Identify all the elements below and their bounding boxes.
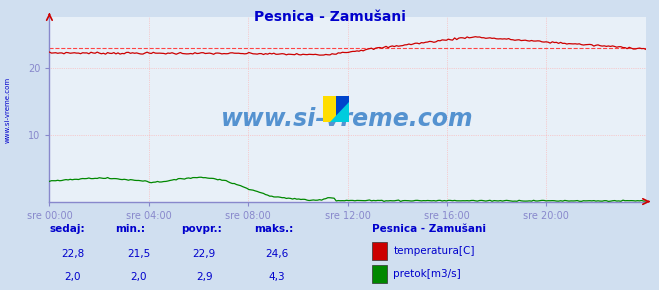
- Text: pretok[m3/s]: pretok[m3/s]: [393, 269, 461, 279]
- Text: povpr.:: povpr.:: [181, 224, 222, 234]
- Text: 2,0: 2,0: [64, 272, 81, 282]
- Text: 4,3: 4,3: [268, 272, 285, 282]
- Text: 22,9: 22,9: [192, 249, 216, 259]
- Text: 21,5: 21,5: [127, 249, 150, 259]
- Text: sedaj:: sedaj:: [49, 224, 85, 234]
- Text: temperatura[C]: temperatura[C]: [393, 246, 475, 256]
- Bar: [336, 96, 349, 122]
- Text: maks.:: maks.:: [254, 224, 293, 234]
- Text: min.:: min.:: [115, 224, 146, 234]
- Text: 22,8: 22,8: [61, 249, 84, 259]
- Text: 2,0: 2,0: [130, 272, 147, 282]
- Text: Pesnica - Zamušani: Pesnica - Zamušani: [372, 224, 486, 234]
- Text: www.si-vreme.com: www.si-vreme.com: [5, 77, 11, 143]
- Bar: [323, 96, 336, 122]
- Polygon shape: [330, 102, 349, 122]
- Text: www.si-vreme.com: www.si-vreme.com: [221, 107, 474, 131]
- Text: Pesnica - Zamušani: Pesnica - Zamušani: [254, 10, 405, 24]
- Text: 24,6: 24,6: [265, 249, 289, 259]
- Text: 2,9: 2,9: [196, 272, 213, 282]
